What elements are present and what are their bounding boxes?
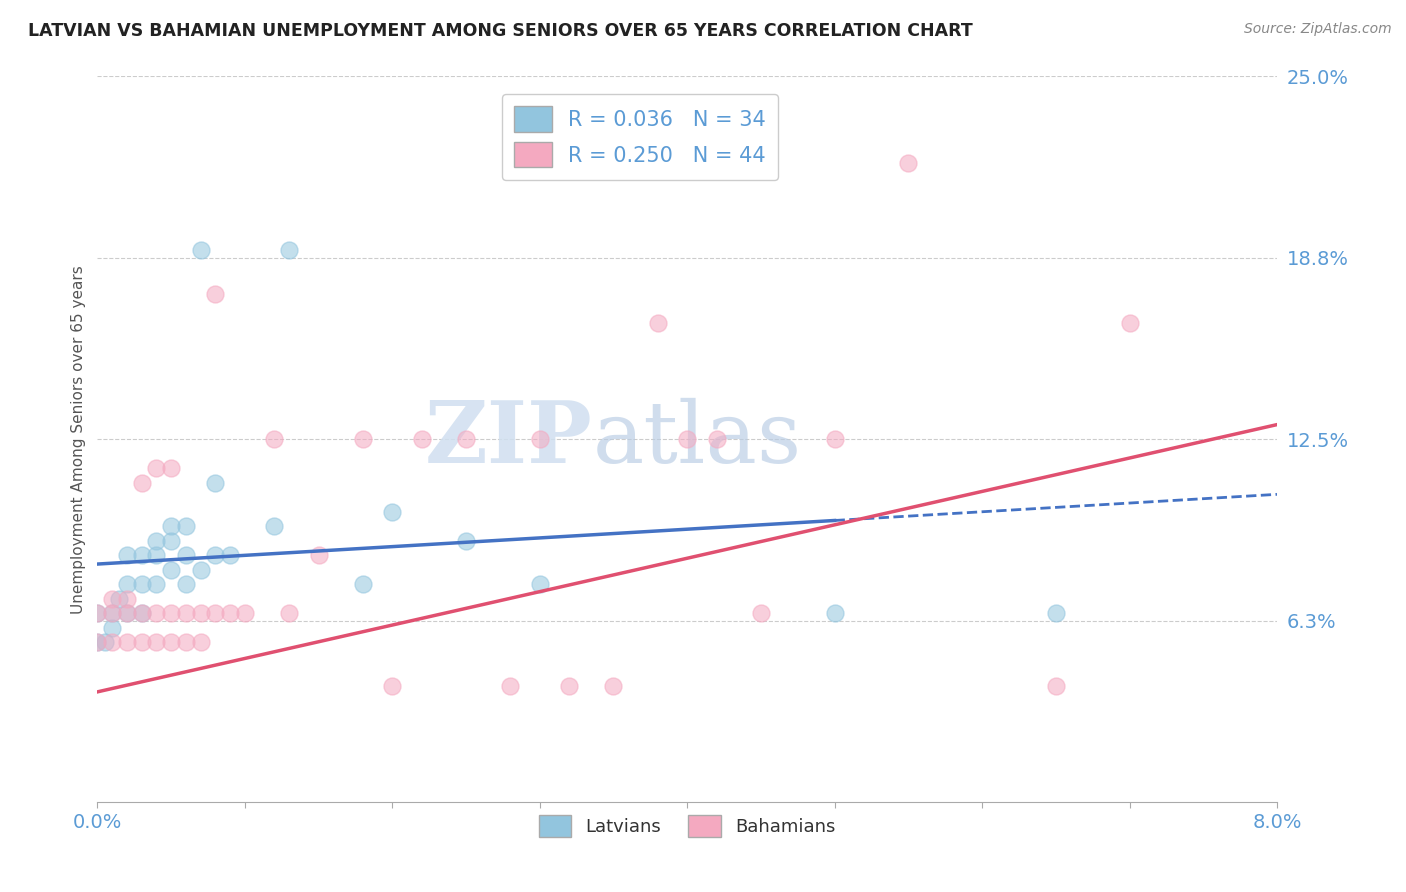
Point [263, 519, 285, 533]
Point [131, 577, 153, 591]
Point [278, 607, 301, 621]
Point [1118, 316, 1140, 330]
Point [101, 607, 124, 621]
Point [160, 607, 183, 621]
Point [174, 635, 197, 649]
Point [381, 679, 404, 693]
Point [145, 549, 167, 563]
Point [160, 533, 183, 548]
Point [1045, 679, 1067, 693]
Point [115, 549, 138, 563]
Point [115, 635, 138, 649]
Point [454, 432, 477, 446]
Point [145, 461, 167, 475]
Text: LATVIAN VS BAHAMIAN UNEMPLOYMENT AMONG SENIORS OVER 65 YEARS CORRELATION CHART: LATVIAN VS BAHAMIAN UNEMPLOYMENT AMONG S… [28, 22, 973, 40]
Point [278, 244, 301, 258]
Point [647, 316, 669, 330]
Point [499, 679, 522, 693]
Point [219, 607, 242, 621]
Point [115, 577, 138, 591]
Y-axis label: Unemployment Among Seniors over 65 years: Unemployment Among Seniors over 65 years [72, 265, 86, 614]
Point [204, 475, 226, 490]
Point [174, 519, 197, 533]
Point [131, 635, 153, 649]
Point [101, 607, 124, 621]
Point [204, 607, 226, 621]
Point [558, 679, 581, 693]
Point [219, 549, 242, 563]
Point [602, 679, 624, 693]
Point [190, 607, 212, 621]
Point [145, 635, 167, 649]
Point [101, 621, 124, 635]
Point [115, 591, 138, 606]
Point [131, 549, 153, 563]
Point [190, 635, 212, 649]
Point [160, 635, 183, 649]
Point [101, 591, 124, 606]
Point [529, 577, 551, 591]
Legend: Latvians, Bahamians: Latvians, Bahamians [531, 807, 844, 844]
Point [145, 577, 167, 591]
Point [86, 607, 108, 621]
Point [824, 432, 846, 446]
Text: Source: ZipAtlas.com: Source: ZipAtlas.com [1244, 22, 1392, 37]
Point [706, 432, 728, 446]
Point [308, 549, 330, 563]
Point [115, 607, 138, 621]
Point [381, 505, 404, 519]
Point [145, 607, 167, 621]
Point [529, 432, 551, 446]
Point [233, 607, 256, 621]
Text: ZIP: ZIP [425, 397, 593, 481]
Point [676, 432, 699, 446]
Point [352, 432, 374, 446]
Point [749, 607, 772, 621]
Point [174, 577, 197, 591]
Point [160, 563, 183, 577]
Point [824, 607, 846, 621]
Point [174, 549, 197, 563]
Point [160, 461, 183, 475]
Point [454, 533, 477, 548]
Point [897, 156, 920, 170]
Point [204, 549, 226, 563]
Point [160, 519, 183, 533]
Point [352, 577, 374, 591]
Point [174, 607, 197, 621]
Point [108, 591, 131, 606]
Point [93, 635, 115, 649]
Point [131, 607, 153, 621]
Point [101, 635, 124, 649]
Point [145, 533, 167, 548]
Point [190, 563, 212, 577]
Point [131, 607, 153, 621]
Point [263, 432, 285, 446]
Point [86, 635, 108, 649]
Point [131, 475, 153, 490]
Point [204, 286, 226, 301]
Point [86, 607, 108, 621]
Text: atlas: atlas [593, 398, 801, 481]
Point [411, 432, 433, 446]
Point [190, 244, 212, 258]
Point [86, 635, 108, 649]
Point [1045, 607, 1067, 621]
Point [115, 607, 138, 621]
